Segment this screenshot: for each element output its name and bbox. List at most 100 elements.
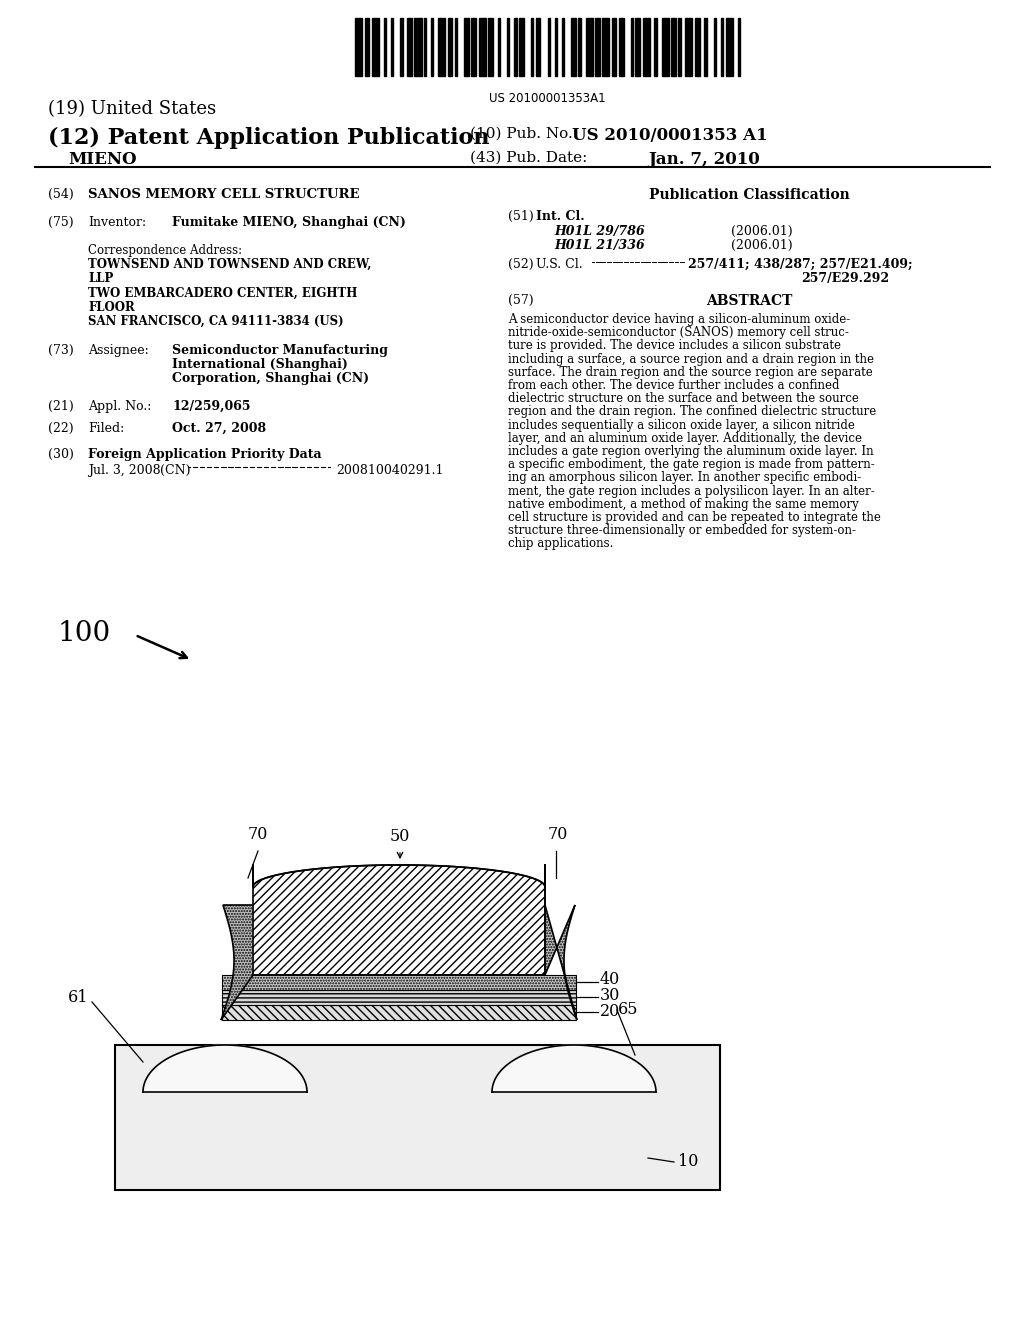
Text: nitride-oxide-semiconductor (SANOS) memory cell struc-: nitride-oxide-semiconductor (SANOS) memo…: [508, 326, 849, 339]
Bar: [447, 18, 453, 77]
Polygon shape: [143, 1045, 307, 1092]
Text: native embodiment, a method of making the same memory: native embodiment, a method of making th…: [508, 498, 859, 511]
Bar: [488, 18, 493, 77]
Text: region and the drain region. The confined dielectric structure: region and the drain region. The confine…: [508, 405, 877, 418]
Text: includes sequentially a silicon oxide layer, a silicon nitride: includes sequentially a silicon oxide la…: [508, 418, 855, 432]
Text: 70: 70: [248, 826, 268, 843]
Text: Corporation, Shanghai (CN): Corporation, Shanghai (CN): [172, 372, 369, 385]
Text: US 20100001353A1: US 20100001353A1: [489, 92, 606, 106]
Text: structure three-dimensionally or embedded for system-on-: structure three-dimensionally or embedde…: [508, 524, 856, 537]
Text: Foreign Application Priority Data: Foreign Application Priority Data: [88, 447, 322, 461]
Text: (30): (30): [48, 447, 74, 461]
Bar: [222, 1005, 575, 1020]
Text: (21): (21): [48, 400, 74, 413]
Bar: [548, 18, 550, 77]
Text: cell structure is provided and can be repeated to integrate the: cell structure is provided and can be re…: [508, 511, 881, 524]
Bar: [611, 18, 616, 77]
Polygon shape: [253, 865, 545, 975]
Text: A semiconductor device having a silicon-aluminum oxide-: A semiconductor device having a silicon-…: [508, 313, 850, 326]
Bar: [471, 18, 476, 77]
Text: dielectric structure on the surface and between the source: dielectric structure on the surface and …: [508, 392, 859, 405]
Bar: [507, 18, 510, 77]
Text: (2006.01): (2006.01): [731, 224, 793, 238]
Text: Appl. No.:: Appl. No.:: [88, 400, 152, 413]
Text: Int. Cl.: Int. Cl.: [536, 210, 585, 223]
Text: MIENO: MIENO: [68, 150, 136, 168]
Bar: [384, 18, 386, 77]
Text: (22): (22): [48, 422, 74, 436]
Bar: [355, 18, 362, 77]
Bar: [685, 18, 692, 77]
Text: (57): (57): [508, 294, 534, 308]
Bar: [678, 18, 681, 77]
Text: FLOOR: FLOOR: [88, 301, 135, 314]
Text: (51): (51): [508, 210, 534, 223]
Text: surface. The drain region and the source region are separate: surface. The drain region and the source…: [508, 366, 872, 379]
Bar: [631, 18, 633, 77]
Bar: [365, 18, 370, 77]
Bar: [431, 18, 433, 77]
Text: 200810040291.1: 200810040291.1: [336, 465, 443, 477]
Text: H01L 21/336: H01L 21/336: [554, 239, 645, 252]
Text: 40: 40: [600, 972, 621, 989]
Bar: [586, 18, 593, 77]
Text: 30: 30: [600, 987, 621, 1005]
Text: Inventor:: Inventor:: [88, 216, 146, 228]
Text: 65: 65: [618, 1002, 639, 1019]
Bar: [519, 18, 523, 77]
Polygon shape: [221, 906, 253, 1020]
Bar: [618, 18, 624, 77]
Text: 50: 50: [390, 828, 411, 845]
Text: U.S. Cl.: U.S. Cl.: [536, 257, 583, 271]
Text: (52): (52): [508, 257, 534, 271]
Text: (2006.01): (2006.01): [731, 239, 793, 252]
Text: 257/411; 438/287; 257/E21.409;: 257/411; 438/287; 257/E21.409;: [688, 257, 912, 271]
Text: (CN): (CN): [160, 465, 190, 477]
Bar: [555, 18, 557, 77]
Text: ment, the gate region includes a polysilicon layer. In an alter-: ment, the gate region includes a polysil…: [508, 484, 874, 498]
Text: 10: 10: [678, 1154, 698, 1171]
Bar: [498, 18, 500, 77]
Text: Jul. 3, 2008: Jul. 3, 2008: [88, 465, 161, 477]
Bar: [408, 18, 412, 77]
Text: Fumitake MIENO, Shanghai (CN): Fumitake MIENO, Shanghai (CN): [172, 216, 406, 228]
Text: layer, and an aluminum oxide layer. Additionally, the device: layer, and an aluminum oxide layer. Addi…: [508, 432, 862, 445]
Polygon shape: [492, 1045, 656, 1092]
Text: Jan. 7, 2010: Jan. 7, 2010: [648, 150, 760, 168]
Bar: [530, 18, 534, 77]
Bar: [222, 975, 575, 990]
Bar: [643, 18, 649, 77]
Bar: [390, 18, 393, 77]
Text: (54): (54): [48, 187, 74, 201]
Bar: [714, 18, 716, 77]
Text: International (Shanghai): International (Shanghai): [172, 358, 348, 371]
Text: Oct. 27, 2008: Oct. 27, 2008: [172, 422, 266, 436]
Bar: [721, 18, 723, 77]
Bar: [222, 990, 575, 1005]
Text: (73): (73): [48, 345, 74, 356]
Bar: [514, 18, 516, 77]
Bar: [654, 18, 656, 77]
Bar: [662, 18, 669, 77]
Bar: [562, 18, 564, 77]
Text: Semiconductor Manufacturing: Semiconductor Manufacturing: [172, 345, 388, 356]
Text: SAN FRANCISCO, CA 94111-3834 (US): SAN FRANCISCO, CA 94111-3834 (US): [88, 315, 344, 327]
Bar: [478, 18, 485, 77]
Text: (10) Pub. No.:: (10) Pub. No.:: [470, 127, 578, 141]
Text: including a surface, a source region and a drain region in the: including a surface, a source region and…: [508, 352, 874, 366]
Bar: [455, 18, 457, 77]
Bar: [438, 18, 445, 77]
Text: (19) United States: (19) United States: [48, 100, 216, 117]
Bar: [595, 18, 600, 77]
Text: Filed:: Filed:: [88, 422, 124, 436]
Text: Assignee:: Assignee:: [88, 345, 148, 356]
Text: (75): (75): [48, 216, 74, 228]
Text: SANOS MEMORY CELL STRUCTURE: SANOS MEMORY CELL STRUCTURE: [88, 187, 359, 201]
Text: TWO EMBARCADERO CENTER, EIGHTH: TWO EMBARCADERO CENTER, EIGHTH: [88, 286, 357, 300]
Bar: [602, 18, 609, 77]
Bar: [372, 18, 379, 77]
Text: includes a gate region overlying the aluminum oxide layer. In: includes a gate region overlying the alu…: [508, 445, 873, 458]
Text: TOWNSEND AND TOWNSEND AND CREW,: TOWNSEND AND TOWNSEND AND CREW,: [88, 257, 372, 271]
Text: from each other. The device further includes a confined: from each other. The device further incl…: [508, 379, 840, 392]
Polygon shape: [253, 865, 545, 975]
